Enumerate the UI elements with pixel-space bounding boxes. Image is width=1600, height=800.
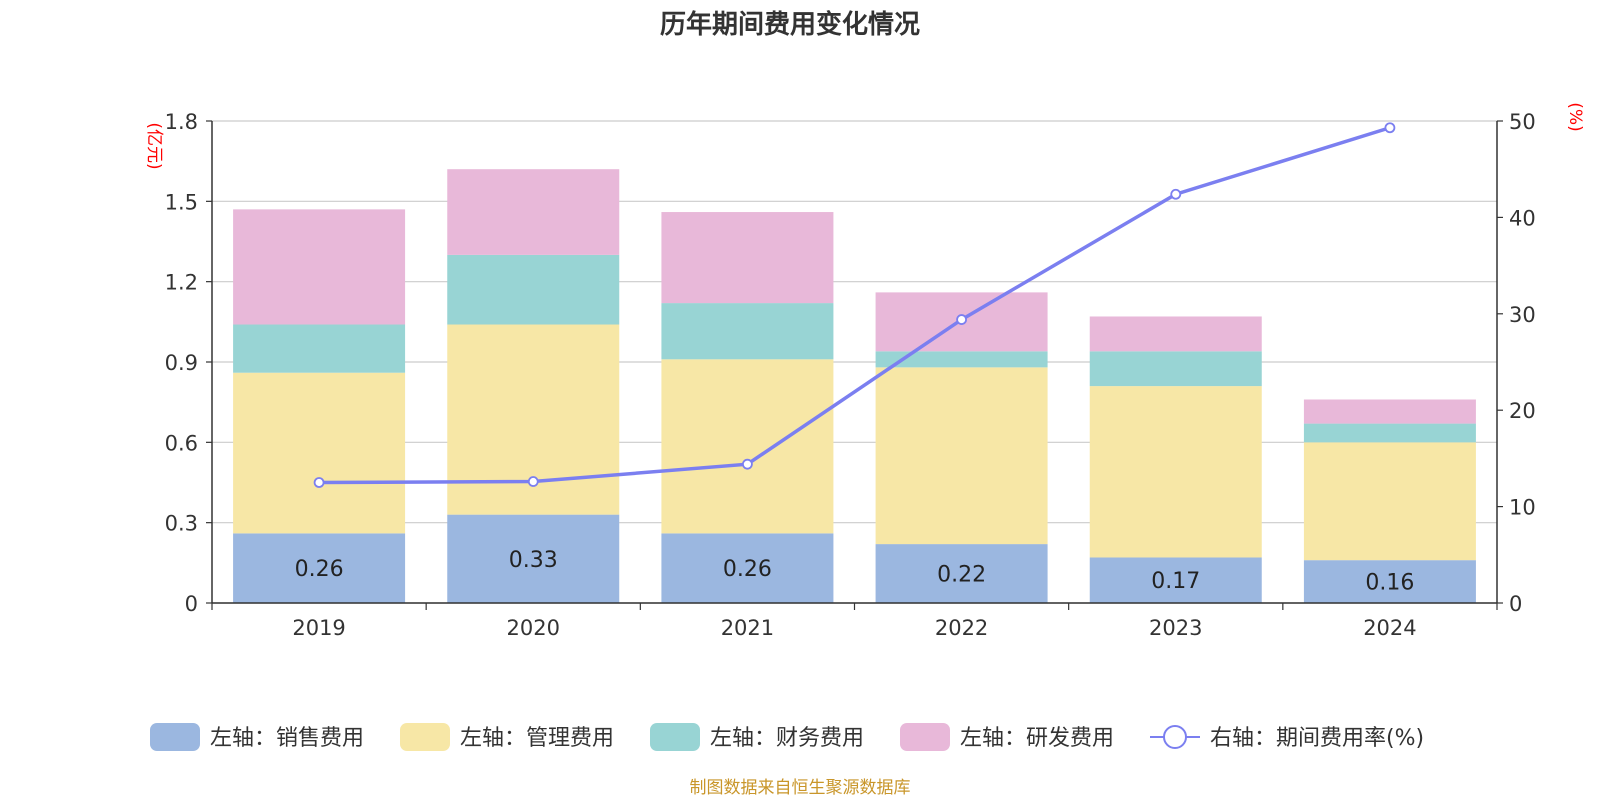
right-tick-label: 30 — [1509, 303, 1536, 327]
bar-value-label: 0.26 — [295, 557, 344, 582]
bar-segment[interactable] — [233, 372, 406, 534]
bar-segment[interactable] — [447, 169, 620, 255]
bar-segment[interactable] — [1303, 399, 1476, 424]
line-point[interactable] — [956, 314, 967, 325]
bar-value-label: 0.17 — [1151, 569, 1200, 594]
bar-value-label: 0.16 — [1365, 571, 1414, 596]
left-tick-label: 0.6 — [165, 431, 198, 455]
left-tick-label: 1.5 — [165, 190, 198, 214]
bar-segment[interactable] — [1089, 386, 1262, 558]
bar-segment[interactable] — [447, 254, 620, 325]
right-tick-label: 50 — [1509, 110, 1536, 134]
axes: 0 0.3 0.6 0.9 1.2 1.5 1.8 0 10 20 30 40 50 2019 2020 20… — [165, 110, 1536, 640]
bar-value-label: 0.22 — [937, 563, 986, 588]
line-point[interactable] — [313, 477, 325, 488]
left-tick-label: 0.9 — [165, 351, 198, 375]
left-tick-label: 1.8 — [165, 110, 198, 134]
legend-label: 右轴：期间费用率(%) — [1210, 726, 1424, 751]
line-point[interactable] — [1384, 122, 1396, 134]
x-tick-label: 2023 — [1149, 616, 1202, 640]
bar-segment[interactable] — [447, 514, 620, 603]
x-tick-label: 2022 — [935, 616, 988, 640]
x-tick-label: 2020 — [507, 616, 560, 640]
bar-segment[interactable] — [1303, 560, 1476, 603]
legend-marker-icon[interactable] — [1163, 725, 1187, 749]
bar-segment[interactable] — [1089, 557, 1262, 603]
gridlines — [212, 120, 1497, 604]
right-tick-label: 40 — [1509, 206, 1536, 230]
line-point[interactable] — [1170, 188, 1182, 200]
chart-title: 历年期间费用变化情况 — [660, 9, 920, 40]
bar-segment[interactable] — [661, 533, 834, 603]
legend-swatch[interactable] — [650, 723, 700, 751]
bar-segment[interactable] — [661, 359, 834, 534]
bar-value-label: 0.26 — [723, 557, 772, 582]
left-tick-label: 1.2 — [165, 271, 198, 295]
bar-segment[interactable] — [875, 367, 1048, 545]
legend-swatch[interactable] — [900, 723, 950, 751]
bar-segment[interactable] — [875, 544, 1048, 603]
x-tick-label: 2021 — [721, 616, 774, 640]
line-point[interactable] — [527, 476, 539, 487]
legend-label: 左轴：管理费用 — [460, 726, 614, 751]
bar-segment[interactable] — [661, 212, 834, 304]
left-tick-label: 0 — [185, 592, 198, 616]
stacked-bars: 0.26 0.33 0.26 0.22 0.17 0.16 — [233, 169, 1476, 603]
right-tick-label: 0 — [1509, 592, 1522, 616]
bar-segment[interactable] — [1303, 442, 1476, 561]
right-tick-label: 20 — [1509, 399, 1536, 423]
right-axis-unit: (%) — [1565, 102, 1585, 131]
legend-label: 左轴：财务费用 — [710, 726, 864, 751]
x-tick-label: 2024 — [1363, 616, 1416, 640]
legend-label: 左轴：销售费用 — [210, 726, 364, 751]
bar-segment[interactable] — [233, 533, 406, 603]
left-axis-unit: (亿元) — [144, 122, 164, 169]
legend-swatch[interactable] — [400, 723, 450, 751]
bar-segment[interactable] — [661, 303, 834, 360]
bar-segment[interactable] — [233, 324, 406, 373]
x-tick-label: 2019 — [292, 616, 345, 640]
legend-label: 左轴：研发费用 — [960, 726, 1114, 751]
left-tick-label: 0.3 — [165, 512, 198, 536]
line-point[interactable] — [742, 458, 753, 470]
legend[interactable]: 左轴：销售费用 左轴：管理费用 左轴：财务费用 左轴：研发费用 右轴：期间费用率(%) — [150, 723, 1424, 751]
bar-segment[interactable] — [1089, 351, 1262, 387]
bar-segment[interactable] — [1089, 316, 1262, 352]
bar-value-label: 0.33 — [509, 548, 558, 573]
bar-segment[interactable] — [1303, 423, 1476, 443]
right-tick-label: 10 — [1509, 496, 1536, 520]
line-path — [319, 126, 1391, 485]
bar-segment[interactable] — [875, 351, 1048, 368]
expense-rate-line — [313, 122, 1396, 488]
legend-swatch[interactable] — [150, 723, 200, 751]
source-note: 制图数据来自恒生聚源数据库 — [690, 778, 911, 798]
bar-segment[interactable] — [233, 209, 406, 325]
